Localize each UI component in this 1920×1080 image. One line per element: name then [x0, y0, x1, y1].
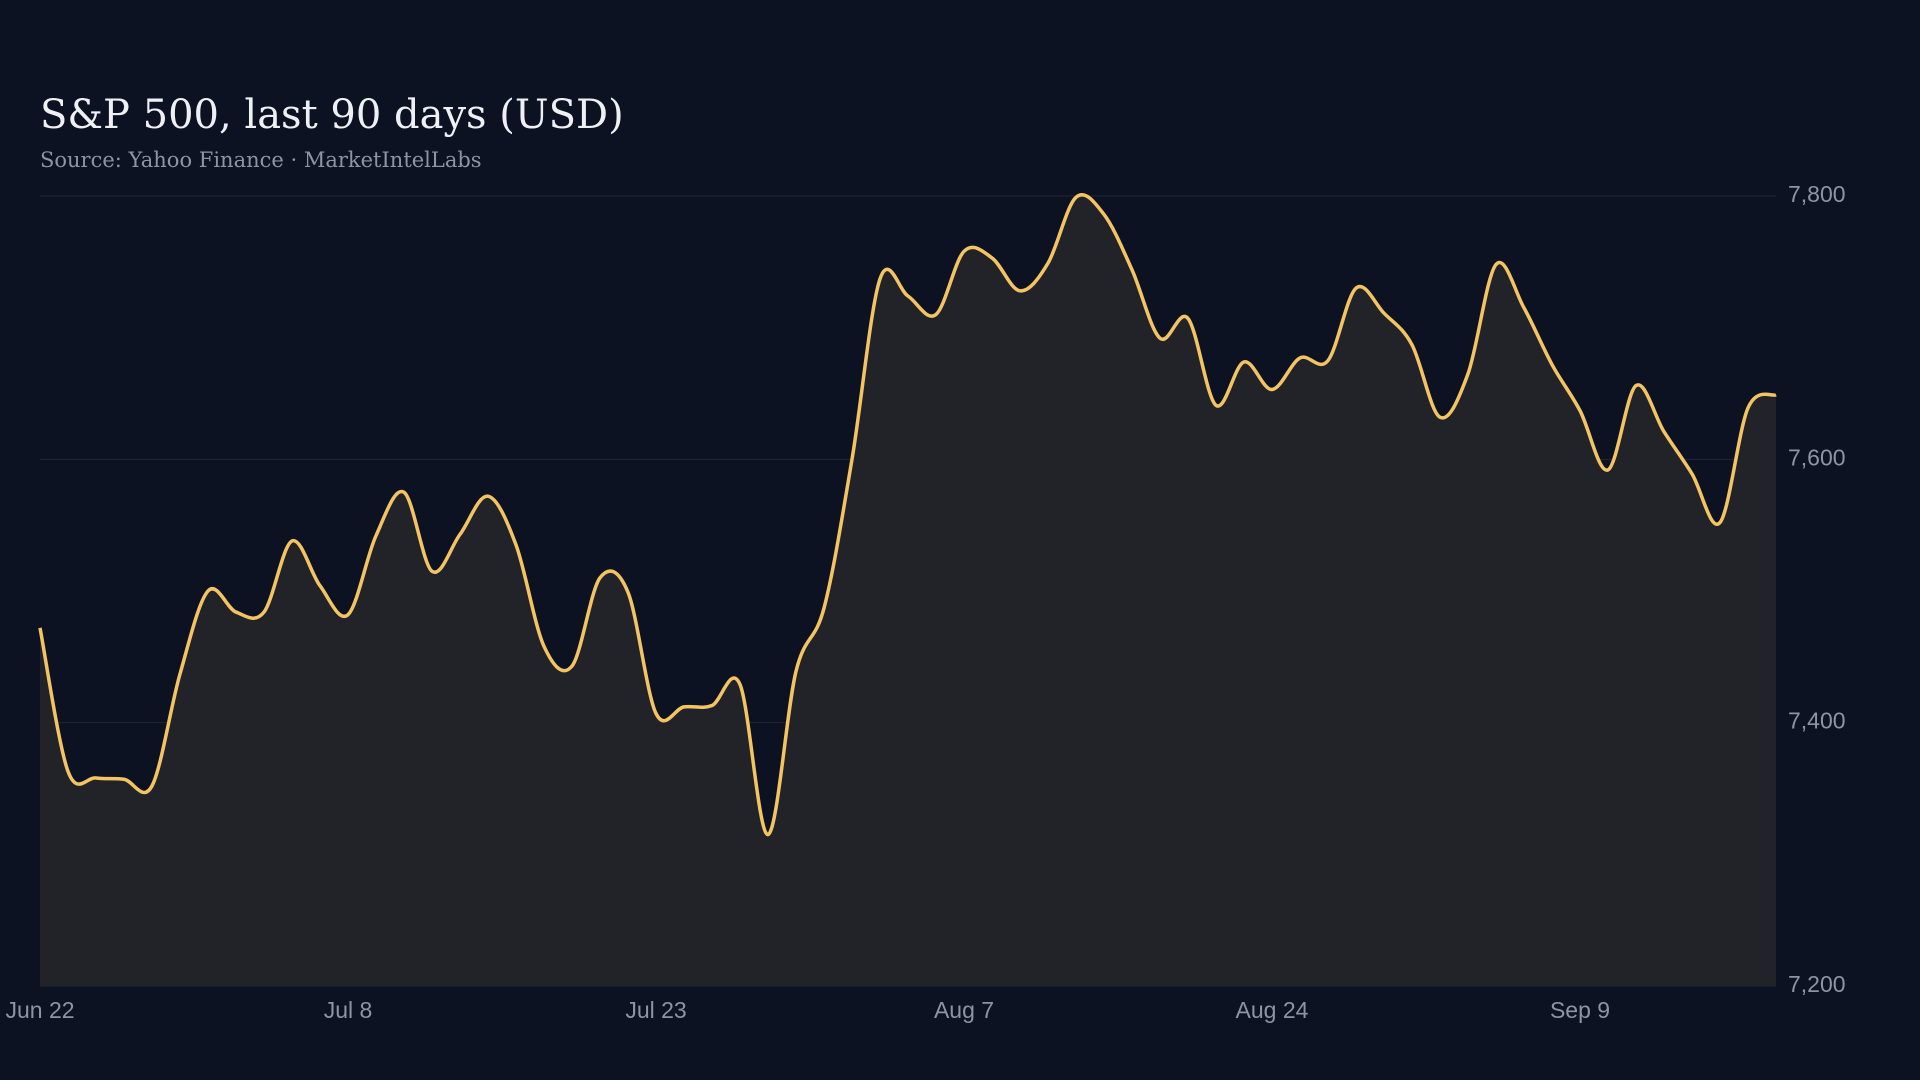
x-tick-label: Jun 22 [5, 997, 74, 1023]
x-tick-label: Jul 8 [324, 997, 373, 1023]
chart-title: S&P 500, last 90 days (USD) [40, 92, 624, 138]
x-tick-label: Aug 7 [934, 997, 994, 1023]
y-tick-label: 7,200 [1788, 971, 1846, 997]
area-fill [40, 194, 1776, 986]
x-tick-label: Jul 23 [625, 997, 686, 1023]
y-tick-label: 7,800 [1788, 181, 1846, 207]
x-tick-label: Sep 9 [1550, 997, 1610, 1023]
y-tick-label: 7,600 [1788, 444, 1846, 470]
x-tick-label: Aug 24 [1236, 997, 1309, 1023]
chart-subtitle: Source: Yahoo Finance · MarketIntelLabs [40, 148, 482, 172]
line [38, 193, 1777, 837]
y-tick-label: 7,400 [1788, 708, 1846, 734]
